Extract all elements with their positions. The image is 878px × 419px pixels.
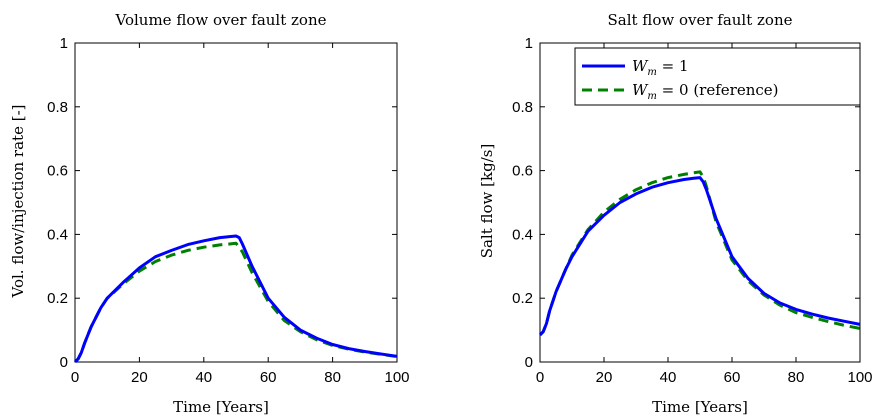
plot-area: 0 20 40 60 80 100 0 0.2 0.4 0.6 0.8 1 [47,35,409,386]
y-tick-label: 1 [525,35,533,52]
axes-box [74,42,398,363]
y-tick-label: 0.6 [512,163,533,180]
legend: Wm = 1 Wm = 0 (reference) [574,47,861,106]
x-tick-label: 0 [71,369,79,386]
y-tick-label: 0.8 [512,99,533,116]
series-line-1 [73,241,398,364]
series-line-0 [538,176,861,336]
x-tick-label: 40 [660,369,677,386]
y-tick-label: 0.4 [512,226,533,243]
x-tick-label: 80 [324,369,341,386]
legend-entry-1-sub: m [647,91,656,102]
x-axis-label: Time [Years] [173,398,269,416]
x-tick-label: 40 [195,369,212,386]
x-tick-label: 20 [131,369,148,386]
plot-area: 0 20 40 60 80 100 0 0.2 0.4 0.6 0.8 1 [512,35,872,386]
series-line-1 [538,170,861,336]
axes-box [539,42,861,363]
x-tick-label: 0 [536,369,544,386]
y-tick-label: 0.2 [512,290,533,307]
y-tick-label: 0.8 [47,99,68,116]
legend-entry-1: Wm = 0 (reference) [632,81,779,102]
y-tick-label: 0 [525,354,533,371]
legend-entry-0-sub: m [647,67,656,78]
x-tick-label: 60 [724,369,741,386]
x-tick-label: 100 [847,369,872,386]
chart-title: Salt flow over fault zone [608,11,793,29]
volume-flow-chart: Volume flow over fault zone Time [Years]… [9,11,410,416]
y-tick-label: 0.4 [47,226,68,243]
legend-entry-1-rest: = 0 (reference) [657,81,779,99]
legend-entry-0: Wm = 1 [632,57,689,78]
legend-box [574,47,861,106]
legend-entry-0-rest: = 1 [657,57,689,75]
y-tick-label: 1 [60,35,68,52]
y-axis-label: Salt flow [kg/s] [478,144,496,259]
series-line-0 [73,234,398,364]
x-axis-label: Time [Years] [652,398,748,416]
legend-entry-0-var: W [632,57,649,75]
x-tick-label: 20 [596,369,613,386]
y-tick-label: 0.2 [47,290,68,307]
x-tick-label: 60 [260,369,277,386]
chart-title: Volume flow over fault zone [115,11,327,29]
salt-flow-chart: Salt flow over fault zone Time [Years] S… [478,11,873,416]
legend-entry-1-var: W [632,81,649,99]
x-tick-label: 80 [788,369,805,386]
y-tick-label: 0.6 [47,163,68,180]
y-tick-label: 0 [60,354,68,371]
y-axis-label: Vol. flow/injection rate [-] [9,105,27,299]
x-tick-label: 100 [384,369,409,386]
